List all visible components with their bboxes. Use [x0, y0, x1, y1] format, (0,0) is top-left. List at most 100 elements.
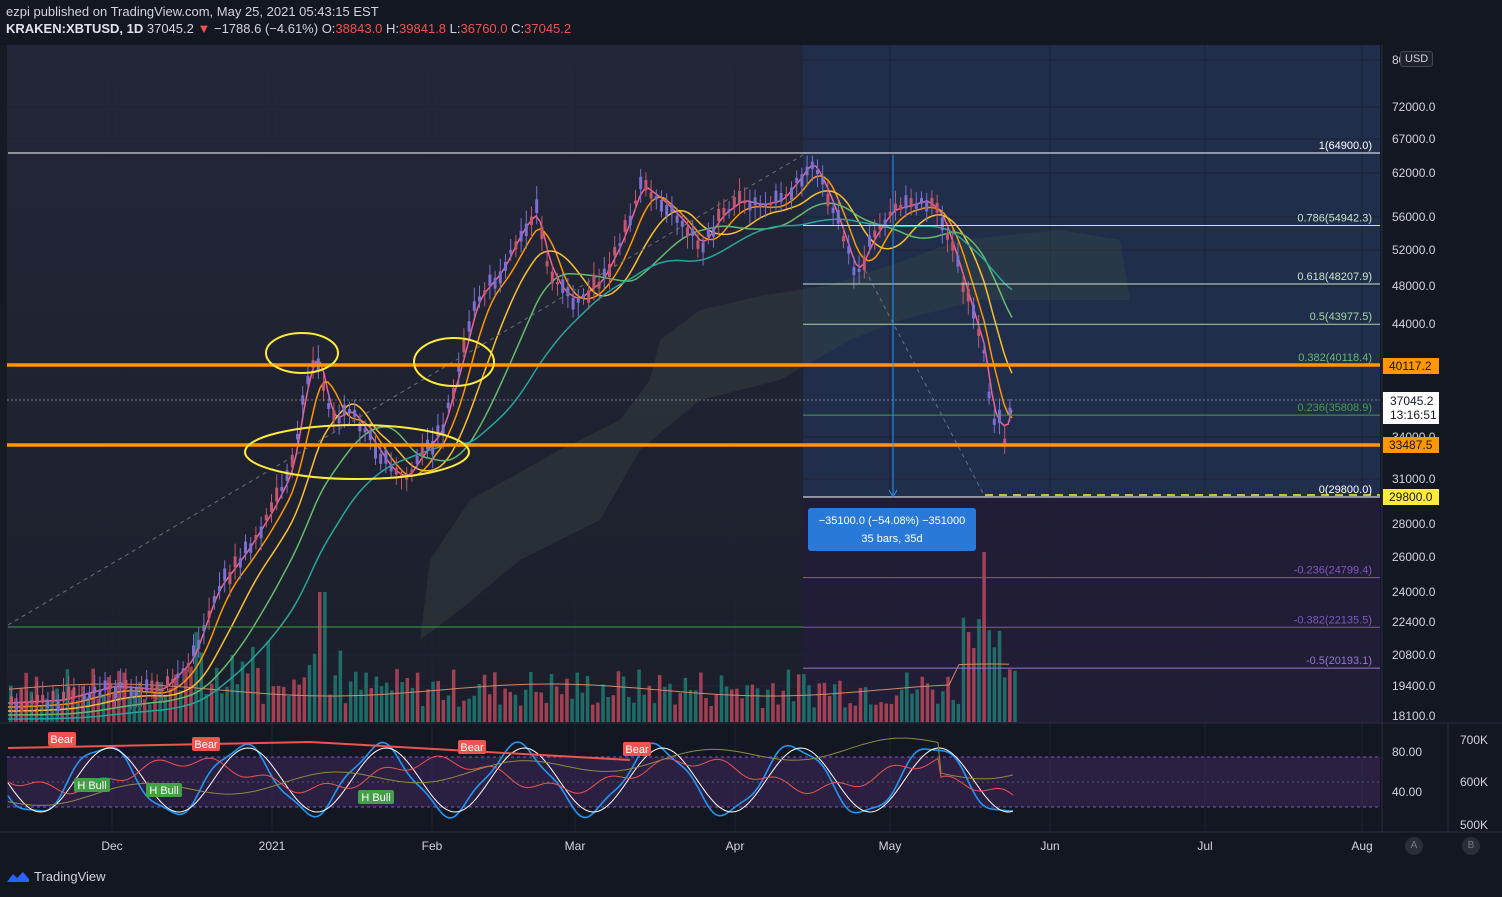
auto-scale-button[interactable]: A: [1405, 837, 1423, 855]
candle: [883, 219, 887, 229]
candle: [701, 242, 705, 253]
candle: [181, 668, 185, 671]
volume-bar: [565, 678, 569, 722]
y-tick-label: 31000.0: [1392, 472, 1436, 486]
last-price: 37045.2: [146, 21, 194, 36]
volume-bar: [596, 702, 600, 722]
divergence-badge: [48, 732, 76, 746]
stoch-k-line: [7, 741, 1014, 819]
volume-bar: [508, 691, 513, 722]
candle: [509, 249, 513, 254]
candle: [540, 226, 544, 239]
volume-bar: [245, 673, 250, 722]
candle: [587, 290, 591, 303]
candle: [842, 236, 845, 242]
candle: [348, 409, 351, 413]
price-label-r1-bg: [1383, 358, 1439, 374]
volume-bar: [142, 699, 147, 722]
volume-bar: [848, 703, 852, 722]
candle: [795, 177, 799, 183]
candle: [504, 262, 507, 271]
candle: [472, 301, 476, 311]
volume-bar: [446, 695, 451, 722]
volume-bar: [405, 677, 410, 722]
x-tick-label: May: [879, 839, 902, 853]
volume-bar: [384, 682, 389, 722]
volume-bar: [122, 672, 126, 722]
price-label-low-bg: [1383, 489, 1439, 505]
volume-bar: [869, 704, 873, 722]
volume-bar: [936, 703, 940, 722]
volume-bar: [735, 688, 739, 722]
candle: [10, 696, 13, 705]
candle: [374, 446, 377, 459]
x-tick-label: Mar: [565, 839, 586, 853]
candle: [353, 409, 357, 417]
volume-bar: [338, 650, 343, 722]
volume-bar: [889, 703, 894, 722]
indicator-tick-label: 80.00: [1392, 745, 1422, 759]
candle: [488, 274, 492, 286]
candle: [904, 195, 908, 209]
candle: [706, 228, 710, 237]
candle: [623, 220, 627, 233]
volume-bar: [529, 671, 533, 722]
volume-bar: [663, 686, 667, 722]
candle: [909, 198, 913, 208]
candle: [920, 198, 923, 204]
candle: [550, 271, 554, 284]
volume-bar: [760, 707, 765, 722]
tradingview-logo-icon: [7, 871, 29, 882]
volume-bar: [75, 700, 80, 722]
volume-bar: [961, 617, 966, 722]
candle: [150, 680, 154, 692]
volume-bar: [415, 672, 420, 722]
candle: [722, 207, 726, 216]
volume-bar: [910, 693, 914, 722]
volume-ma-line: [8, 663, 1010, 697]
volume-bar: [251, 646, 255, 722]
volume-bar: [956, 703, 961, 722]
candle: [946, 233, 949, 240]
volume-bar: [256, 668, 260, 722]
candle: [680, 221, 684, 227]
currency-button[interactable]: USD: [1400, 51, 1434, 67]
candle: [119, 682, 123, 689]
candle: [556, 282, 559, 285]
candle: [608, 264, 611, 277]
candle: [342, 404, 346, 416]
candle: [769, 202, 773, 205]
volume-bar: [462, 700, 466, 722]
open-value: 38843.0: [335, 21, 383, 36]
annotation-circle: [413, 337, 495, 387]
candle: [857, 268, 861, 272]
fib-level-label: 0.786(54942.3): [1297, 212, 1372, 224]
candle: [457, 365, 461, 372]
candle: [197, 639, 201, 649]
candle: [62, 691, 65, 702]
candle: [665, 205, 669, 216]
candle: [233, 556, 237, 568]
ma-line-slow: [8, 190, 1013, 712]
candle: [894, 203, 897, 211]
volume-bar: [230, 654, 234, 722]
divergence-label: Bear: [50, 734, 74, 746]
candle: [140, 688, 143, 693]
volume-bar: [554, 686, 559, 722]
volume-bar: [518, 705, 523, 722]
volume-bar: [225, 686, 229, 722]
volume-bar: [977, 619, 981, 722]
volume-bar: [426, 689, 430, 722]
candle: [634, 200, 637, 204]
candle: [790, 187, 793, 200]
scale-b-button[interactable]: B: [1462, 837, 1480, 855]
volume-bar: [421, 705, 425, 722]
candle: [129, 687, 133, 698]
candle: [566, 287, 570, 297]
volume-bar: [235, 684, 240, 722]
candle: [155, 681, 159, 692]
candle: [847, 246, 851, 254]
volume-bar: [117, 670, 121, 722]
candle: [686, 227, 689, 237]
